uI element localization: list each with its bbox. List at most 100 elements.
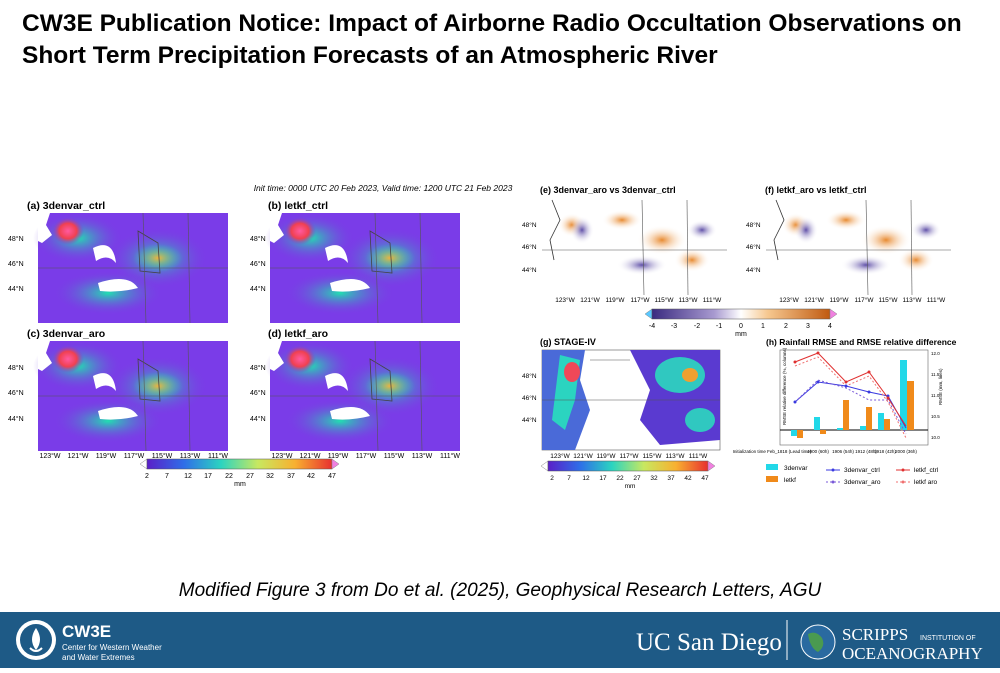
lat-label: 48°N [250,364,266,372]
svg-text:121°W: 121°W [580,296,600,304]
svg-text:1906 (54h): 1906 (54h) [832,449,854,454]
lat-label: 46°N [8,260,24,268]
lon-labels-d: 123°W 121°W 119°W 117°W 115°W 113°W 111°… [271,452,460,460]
scripps-institution: INSTITUTION OF [920,635,976,642]
svg-text:111°W: 111°W [703,296,722,304]
svg-text:123°W: 123°W [555,296,575,304]
svg-text:117°W: 117°W [619,452,639,460]
svg-text:letkf: letkf [784,477,796,484]
precip-colorbar: 2 7 12 17 22 27 32 37 42 47 mm [139,458,340,488]
svg-text:123°W: 123°W [39,452,60,460]
lon-labels-e: 123°W 121°W 119°W 117°W 115°W 113°W 111°… [555,296,722,304]
lat-label: 44°N [746,266,761,274]
svg-text:111°W: 111°W [440,452,460,460]
lat-label: 48°N [746,221,761,229]
svg-text:113°W: 113°W [902,296,922,304]
line-letkf-aro [794,356,907,439]
svg-text:1918 (42h): 1918 (42h) [874,449,896,454]
svg-text:22: 22 [225,473,233,480]
svg-text:113°W: 113°W [180,452,201,460]
svg-text:12: 12 [582,475,590,482]
svg-text:32: 32 [266,473,274,480]
stage4-colorbar: 2 7 12 17 22 27 32 37 42 47 mm [540,460,716,490]
svg-text:1900 (60h): 1900 (60h) [807,449,829,454]
svg-text:42: 42 [684,475,692,482]
svg-text:10.0: 10.0 [931,435,940,440]
cw3e-name: CW3E [62,622,111,641]
svg-text:27: 27 [633,475,641,482]
scripps-name: SCRIPPS [842,625,908,644]
svg-text:-2: -2 [694,323,700,330]
svg-text:119°W: 119°W [596,452,616,460]
svg-text:2000 (36h): 2000 (36h) [895,449,917,454]
bar-letkf [866,407,872,430]
svg-text:2: 2 [550,475,554,482]
footer-bar: CW3E Center for Western Weather and Wate… [0,612,1000,668]
svg-text:115°W: 115°W [654,296,674,304]
svg-text:1912 (48h): 1912 (48h) [855,449,877,454]
svg-text:117°W: 117°W [630,296,650,304]
bar-letkf [884,419,890,430]
svg-text:3denvar_aro: 3denvar_aro [844,479,881,486]
lon-labels-f: 123°W 121°W 119°W 117°W 115°W 113°W 111°… [779,296,946,304]
svg-text:7: 7 [567,475,571,482]
panel-a-map [32,212,229,324]
svg-text:115°W: 115°W [384,452,405,460]
svg-text:1: 1 [761,323,765,330]
results-figure: Init time: 0000 UTC 20 Feb 2023, Valid t… [8,183,957,490]
svg-text:3denvar_ctrl: 3denvar_ctrl [844,467,880,474]
svg-text:17: 17 [599,475,607,482]
svg-text:111°W: 111°W [927,296,946,304]
lon-labels-g: 123°W 121°W 119°W 117°W 115°W 113°W 111°… [550,452,708,460]
lat-label: 46°N [8,389,24,397]
lon-labels-c: 123°W 121°W 119°W 117°W 115°W 113°W 111°… [39,452,228,460]
svg-text:119°W: 119°W [328,452,349,460]
panel-g-label: (g) STAGE-IV [540,337,596,347]
svg-text:12: 12 [184,473,192,480]
svg-text:11.5: 11.5 [931,372,940,377]
svg-text:113°W: 113°W [678,296,698,304]
line-letkf-ctrl [794,352,907,427]
panel-f-label: (f) letkf_aro vs letkf_ctrl [765,185,867,195]
line-3denvar-ctrl [794,381,907,429]
svg-text:11.0: 11.0 [931,393,940,398]
svg-text:113°W: 113°W [665,452,685,460]
svg-text:123°W: 123°W [550,452,570,460]
lat-label: 44°N [8,285,24,293]
svg-text:0: 0 [739,323,743,330]
lat-label: 44°N [522,416,537,424]
svg-text:-3: -3 [671,323,677,330]
lat-label: 48°N [250,235,266,243]
rmse-chart: RMSE relative difference (%, columns) RM… [733,347,943,486]
lat-label: 46°N [522,243,537,251]
svg-text:-4: -4 [649,323,655,330]
lat-label: 44°N [522,266,537,274]
lat-label: 44°N [8,415,24,423]
svg-text:119°W: 119°W [605,296,625,304]
svg-text:115°W: 115°W [878,296,898,304]
lat-label: 48°N [522,221,537,229]
svg-text:115°W: 115°W [642,452,662,460]
svg-text:7: 7 [165,473,169,480]
lat-label: 46°N [250,389,266,397]
panel-d-label: (d) letkf_aro [268,328,328,340]
svg-text:4: 4 [828,323,832,330]
panel-g-map [541,349,721,451]
rmse-legend: 3denvar letkf 3denvar_ctrl 3denvar_aro l… [766,464,939,486]
svg-text:115°W: 115°W [152,452,173,460]
scripps-globe-icon [800,624,836,660]
svg-text:123°W: 123°W [271,452,292,460]
svg-text:27: 27 [246,473,254,480]
bar-letkf [797,430,803,438]
panel-b-map [264,212,461,324]
lat-label: 48°N [8,364,24,372]
ucsd-logo: UC San Diego [636,629,782,656]
lat-label: 46°N [746,243,761,251]
svg-text:2: 2 [145,473,149,480]
cw3e-logo-icon [16,620,56,660]
svg-text:111°W: 111°W [689,452,708,460]
panel-h-label: (h) Rainfall RMSE and RMSE relative diff… [766,337,957,347]
svg-text:121°W: 121°W [67,452,88,460]
svg-text:121°W: 121°W [804,296,824,304]
page-title: CW3E Publication Notice: Impact of Airbo… [22,10,962,69]
